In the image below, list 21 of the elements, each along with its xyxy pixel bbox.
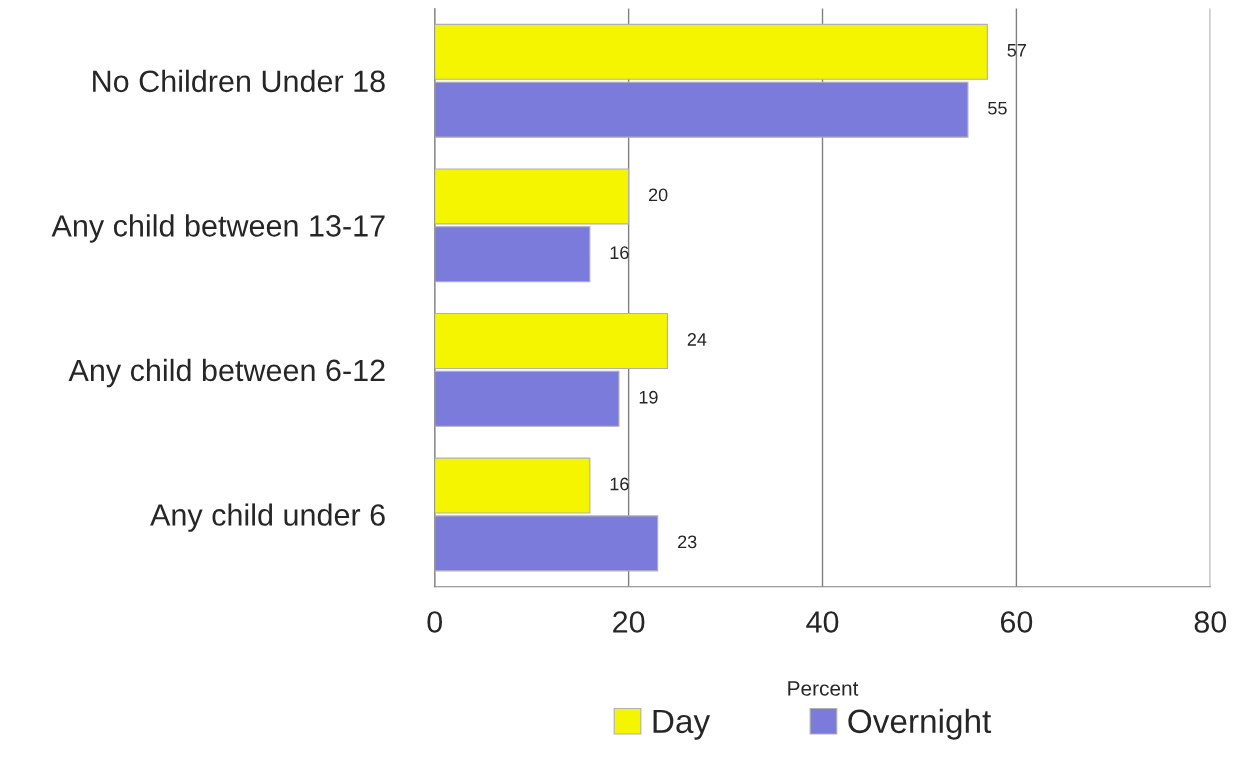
data-label: 19 xyxy=(639,390,658,404)
y-tick-label: Any child between 13-17 xyxy=(51,214,385,243)
bar xyxy=(434,312,668,369)
data-label: 24 xyxy=(687,333,707,346)
y-tick-label: Any child under 6 xyxy=(150,503,385,532)
x-axis-title: Percent xyxy=(788,681,859,696)
data-label: 23 xyxy=(678,535,697,549)
legend-label: Overnight xyxy=(848,708,992,740)
data-label: 55 xyxy=(988,101,1007,115)
bar xyxy=(434,370,620,427)
x-tick-label: 0 xyxy=(427,611,443,633)
x-tick-label: 20 xyxy=(613,611,645,633)
x-tick-label: 40 xyxy=(806,611,839,633)
x-tick-label: 60 xyxy=(1000,611,1033,633)
y-tick-label: No Children Under 18 xyxy=(93,69,385,93)
x-tick-label: 80 xyxy=(1194,611,1227,633)
bar xyxy=(434,81,969,138)
legend-label: Day xyxy=(653,709,711,740)
y-tick-label: Any child between 6-12 xyxy=(68,358,385,388)
bar xyxy=(434,23,988,80)
data-label: 20 xyxy=(648,188,668,202)
